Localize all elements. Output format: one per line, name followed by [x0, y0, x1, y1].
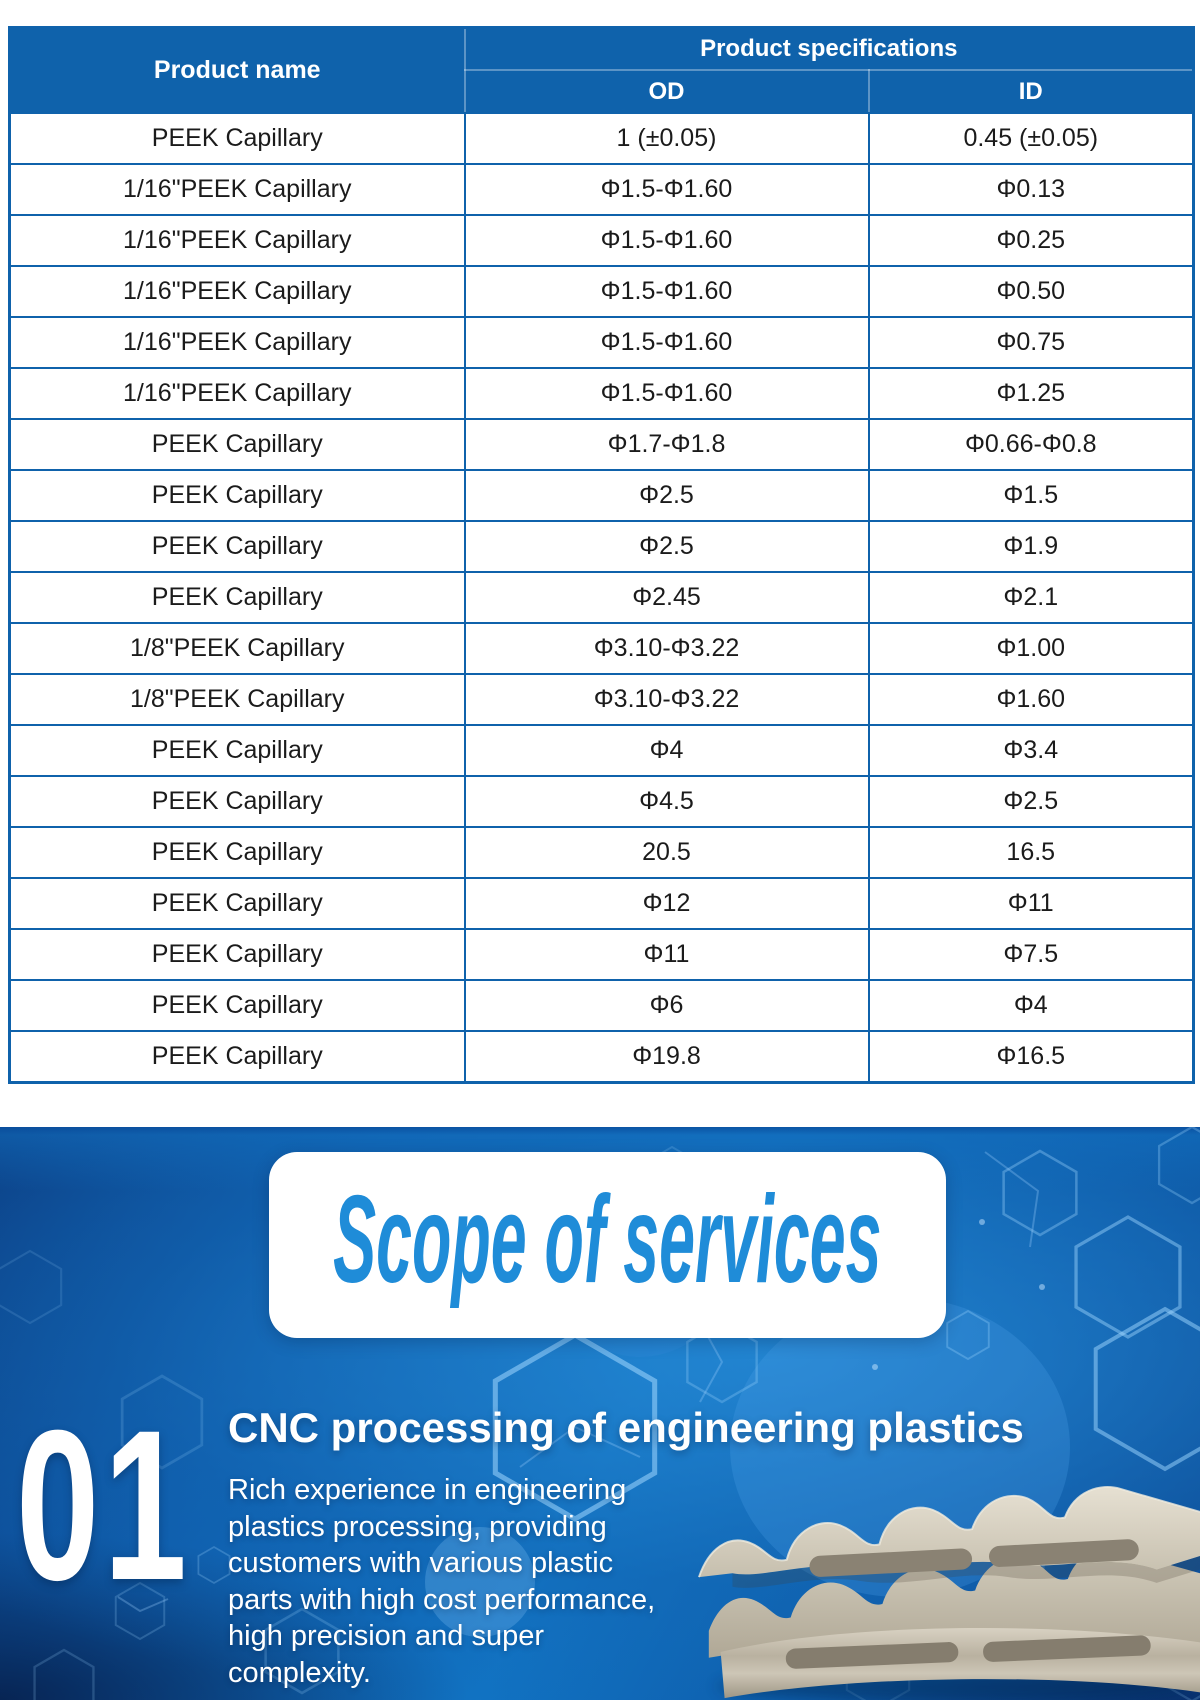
cell-od: Φ1.5-Φ1.60: [463, 163, 870, 216]
services-section: Scope of services 01 CNC processing of e…: [0, 1127, 1200, 1700]
cell-product-name: 1/16"PEEK Capillary: [8, 163, 466, 216]
cell-product-name: 1/16"PEEK Capillary: [8, 214, 466, 267]
table-row: 1/16"PEEK Capillary Φ1.5-Φ1.60 Φ0.75: [8, 316, 1195, 369]
service-title: CNC processing of engineering plastics: [228, 1404, 1024, 1451]
cell-product-name: 1/16"PEEK Capillary: [8, 367, 466, 420]
table-row: PEEK Capillary Φ19.8 Φ16.5: [8, 1030, 1195, 1084]
cell-od: Φ1.5-Φ1.60: [463, 265, 870, 318]
cell-od: Φ2.5: [463, 520, 870, 573]
cell-od: Φ2.5: [463, 469, 870, 522]
cell-id: Φ1.9: [867, 520, 1195, 573]
table-row: 1/8"PEEK Capillary Φ3.10-Φ3.22 Φ1.00: [8, 622, 1195, 675]
cell-id: Φ11: [867, 877, 1195, 930]
cell-od: Φ2.45: [463, 571, 870, 624]
cell-product-name: PEEK Capillary: [8, 979, 466, 1032]
cell-product-name: PEEK Capillary: [8, 112, 466, 165]
cell-id: Φ0.13: [867, 163, 1195, 216]
service-description: Rich experience in engineering plastics p…: [228, 1474, 656, 1689]
cell-od: Φ1.5-Φ1.60: [463, 367, 870, 420]
table-row: 1/16"PEEK Capillary Φ1.5-Φ1.60 Φ0.25: [8, 214, 1195, 267]
cell-product-name: PEEK Capillary: [8, 928, 466, 981]
cell-od: Φ6: [463, 979, 870, 1032]
cell-id: Φ4: [867, 979, 1195, 1032]
service-number: 01: [16, 1386, 192, 1625]
cell-product-name: PEEK Capillary: [8, 877, 466, 930]
table-row: 1/8"PEEK Capillary Φ3.10-Φ3.22 Φ1.60: [8, 673, 1195, 726]
table-row: PEEK Capillary Φ1.7-Φ1.8 Φ0.66-Φ0.8: [8, 418, 1195, 471]
table-row: PEEK Capillary Φ4.5 Φ2.5: [8, 775, 1195, 828]
table-row: PEEK Capillary Φ4 Φ3.4: [8, 724, 1195, 777]
table-row: PEEK Capillary 1 (±0.05) 0.45 (±0.05): [8, 112, 1195, 165]
table-row: 1/16"PEEK Capillary Φ1.5-Φ1.60 Φ0.13: [8, 163, 1195, 216]
cell-product-name: PEEK Capillary: [8, 571, 466, 624]
product-spec-table: Product name Product specifications OD I…: [8, 26, 1196, 1084]
cell-od: Φ1.5-Φ1.60: [463, 214, 870, 267]
cell-od: 1 (±0.05): [463, 112, 870, 165]
cell-od: 20.5: [463, 826, 870, 879]
table-row: PEEK Capillary Φ11 Φ7.5: [8, 928, 1195, 981]
cell-product-name: 1/8"PEEK Capillary: [8, 622, 466, 675]
cell-id: Φ7.5: [867, 928, 1195, 981]
cell-product-name: PEEK Capillary: [8, 775, 466, 828]
cell-id: 0.45 (±0.05): [867, 112, 1195, 165]
cell-id: 16.5: [867, 826, 1195, 879]
table-row: 1/16"PEEK Capillary Φ1.5-Φ1.60 Φ1.25: [8, 367, 1195, 420]
cell-od: Φ4.5: [463, 775, 870, 828]
header-product-name: Product name: [8, 26, 466, 114]
cell-od: Φ1.5-Φ1.60: [463, 316, 870, 369]
cell-od: Φ3.10-Φ3.22: [463, 622, 870, 675]
cell-id: Φ0.25: [867, 214, 1195, 267]
cell-product-name: PEEK Capillary: [8, 418, 466, 471]
services-title: Scope of services: [333, 1171, 882, 1309]
cell-id: Φ16.5: [867, 1030, 1195, 1084]
cell-id: Φ2.1: [867, 571, 1195, 624]
cell-od: Φ3.10-Φ3.22: [463, 673, 870, 726]
cell-id: Φ0.66-Φ0.8: [867, 418, 1195, 471]
cell-od: Φ11: [463, 928, 870, 981]
table-row: PEEK Capillary Φ2.5 Φ1.9: [8, 520, 1195, 573]
cell-id: Φ0.50: [867, 265, 1195, 318]
table-header: Product name Product specifications OD I…: [8, 26, 1195, 114]
cell-id: Φ0.75: [867, 316, 1195, 369]
table-row: PEEK Capillary Φ6 Φ4: [8, 979, 1195, 1032]
services-title-card: Scope of services: [269, 1152, 946, 1338]
cell-od: Φ12: [463, 877, 870, 930]
header-od: OD: [463, 69, 870, 114]
table-row: PEEK Capillary Φ12 Φ11: [8, 877, 1195, 930]
plastic-part-photo: [698, 1486, 1200, 1700]
cell-product-name: PEEK Capillary: [8, 1030, 466, 1084]
cell-id: Φ1.5: [867, 469, 1195, 522]
cell-od: Φ4: [463, 724, 870, 777]
cell-id: Φ2.5: [867, 775, 1195, 828]
cell-product-name: 1/16"PEEK Capillary: [8, 316, 466, 369]
cell-product-name: PEEK Capillary: [8, 520, 466, 573]
table-body: PEEK Capillary 1 (±0.05) 0.45 (±0.05) 1/…: [8, 112, 1195, 1084]
cell-id: Φ1.25: [867, 367, 1195, 420]
header-id: ID: [867, 69, 1195, 114]
table-row: PEEK Capillary Φ2.45 Φ2.1: [8, 571, 1195, 624]
cell-id: Φ1.60: [867, 673, 1195, 726]
cell-product-name: 1/8"PEEK Capillary: [8, 673, 466, 726]
table-row: PEEK Capillary Φ2.5 Φ1.5: [8, 469, 1195, 522]
cell-id: Φ1.00: [867, 622, 1195, 675]
header-product-specifications: Product specifications: [463, 26, 1195, 71]
cell-od: Φ1.7-Φ1.8: [463, 418, 870, 471]
cell-product-name: PEEK Capillary: [8, 826, 466, 879]
cell-product-name: PEEK Capillary: [8, 469, 466, 522]
cell-od: Φ19.8: [463, 1030, 870, 1084]
cell-id: Φ3.4: [867, 724, 1195, 777]
table-row: PEEK Capillary 20.5 16.5: [8, 826, 1195, 879]
cell-product-name: PEEK Capillary: [8, 724, 466, 777]
table-row: 1/16"PEEK Capillary Φ1.5-Φ1.60 Φ0.50: [8, 265, 1195, 318]
cell-product-name: 1/16"PEEK Capillary: [8, 265, 466, 318]
